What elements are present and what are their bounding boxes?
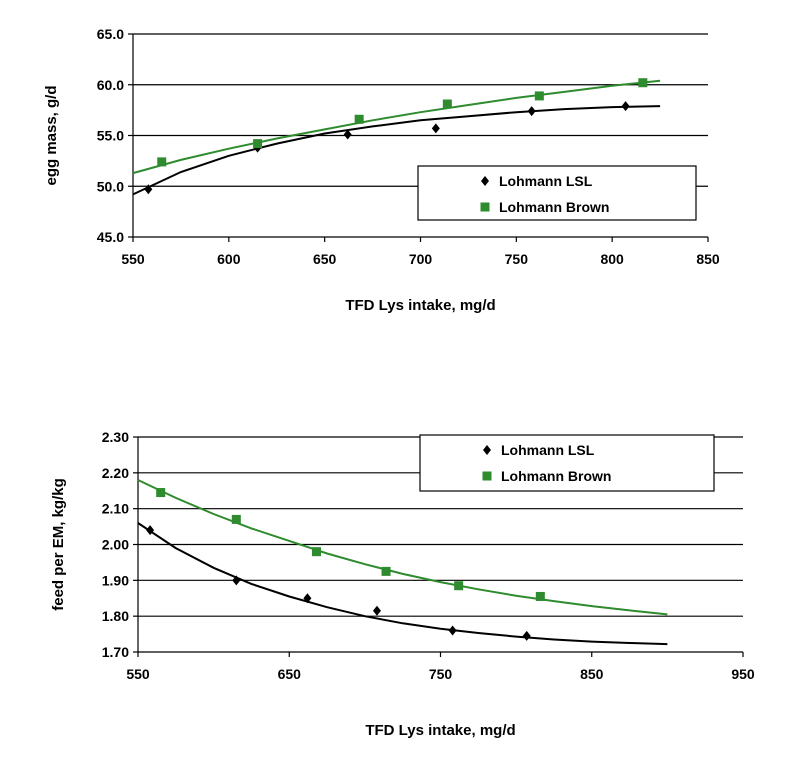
y-tick-label: 2.20 bbox=[102, 465, 129, 481]
data-point-diamond bbox=[527, 106, 536, 117]
legend-entry: Lohmann Brown bbox=[501, 468, 611, 484]
data-point-square bbox=[253, 139, 263, 149]
data-point-diamond bbox=[431, 123, 440, 134]
legend-entry: Lohmann LSL bbox=[501, 442, 595, 458]
data-point-diamond bbox=[522, 630, 531, 641]
x-tick-label: 700 bbox=[409, 251, 433, 267]
y-axis-label: feed per EM, kg/kg bbox=[50, 478, 67, 611]
legend-box bbox=[417, 165, 697, 221]
y-tick-label: 2.30 bbox=[102, 429, 129, 445]
feed-per-em-chart: 1.70 1.80 1.90 2.00 2.10 2.20 2.30 550 650 750 850… bbox=[50, 429, 755, 739]
data-point-diamond bbox=[372, 605, 381, 616]
data-point-diamond bbox=[343, 129, 352, 140]
x-tick-label: 650 bbox=[313, 251, 337, 267]
legend-marker-diamond bbox=[483, 445, 491, 455]
data-point-diamond bbox=[144, 184, 153, 195]
data-point-square bbox=[354, 114, 364, 124]
legend-marker-diamond bbox=[481, 176, 489, 186]
egg-mass-chart: 45.0 50.0 55.0 60.0 65.0 550 600 650 700 750 800 85… bbox=[43, 26, 720, 314]
x-tick-label: 950 bbox=[731, 666, 755, 682]
x-tick-label: 550 bbox=[121, 251, 145, 267]
data-point-diamond bbox=[448, 625, 457, 636]
data-point-square bbox=[535, 591, 545, 601]
x-tick-label: 550 bbox=[126, 666, 150, 682]
fit-line-series-2 bbox=[137, 479, 668, 616]
data-point-square bbox=[156, 488, 166, 498]
legend-entry: Lohmann LSL bbox=[499, 173, 593, 189]
y-tick-label: 65.0 bbox=[97, 26, 124, 42]
fit-line-series-1 bbox=[132, 105, 661, 196]
legend-marker-square bbox=[482, 471, 492, 481]
y-axis-label: egg mass, g/d bbox=[43, 85, 60, 185]
y-tick-label: 45.0 bbox=[97, 229, 124, 245]
data-point-square bbox=[157, 157, 167, 167]
x-tick-label: 850 bbox=[580, 666, 604, 682]
y-tick-label: 1.70 bbox=[102, 644, 129, 660]
y-tick-label: 2.00 bbox=[102, 537, 129, 553]
fit-line-series-1 bbox=[137, 522, 668, 646]
x-tick-label: 750 bbox=[505, 251, 529, 267]
x-tick-label: 650 bbox=[278, 666, 302, 682]
data-point-diamond bbox=[146, 525, 155, 536]
fit-line-series-2 bbox=[132, 79, 661, 175]
legend-entry: Lohmann Brown bbox=[499, 199, 609, 215]
y-tick-label: 1.80 bbox=[102, 608, 129, 624]
data-point-square bbox=[381, 566, 391, 576]
y-tick-label: 2.10 bbox=[102, 501, 129, 517]
x-axis-label: TFD Lys intake, mg/d bbox=[345, 297, 495, 314]
x-axis-label: TFD Lys intake, mg/d bbox=[365, 722, 515, 739]
data-point-square bbox=[442, 99, 452, 109]
x-tick-label: 800 bbox=[600, 251, 624, 267]
y-tick-label: 1.90 bbox=[102, 572, 129, 588]
data-point-diamond bbox=[303, 593, 312, 604]
y-tick-label: 55.0 bbox=[97, 128, 124, 144]
data-point-diamond bbox=[621, 101, 630, 112]
y-tick-label: 60.0 bbox=[97, 77, 124, 93]
data-point-diamond bbox=[232, 575, 241, 586]
x-tick-label: 750 bbox=[429, 666, 453, 682]
data-point-square bbox=[638, 78, 648, 88]
data-point-square bbox=[454, 581, 464, 591]
legend-box bbox=[419, 434, 715, 492]
x-tick-label: 850 bbox=[696, 251, 720, 267]
data-point-square bbox=[311, 547, 321, 557]
x-tick-label: 600 bbox=[217, 251, 241, 267]
y-tick-label: 50.0 bbox=[97, 178, 124, 194]
legend-marker-square bbox=[480, 202, 490, 212]
data-point-square bbox=[231, 514, 241, 524]
data-point-square bbox=[534, 91, 544, 101]
